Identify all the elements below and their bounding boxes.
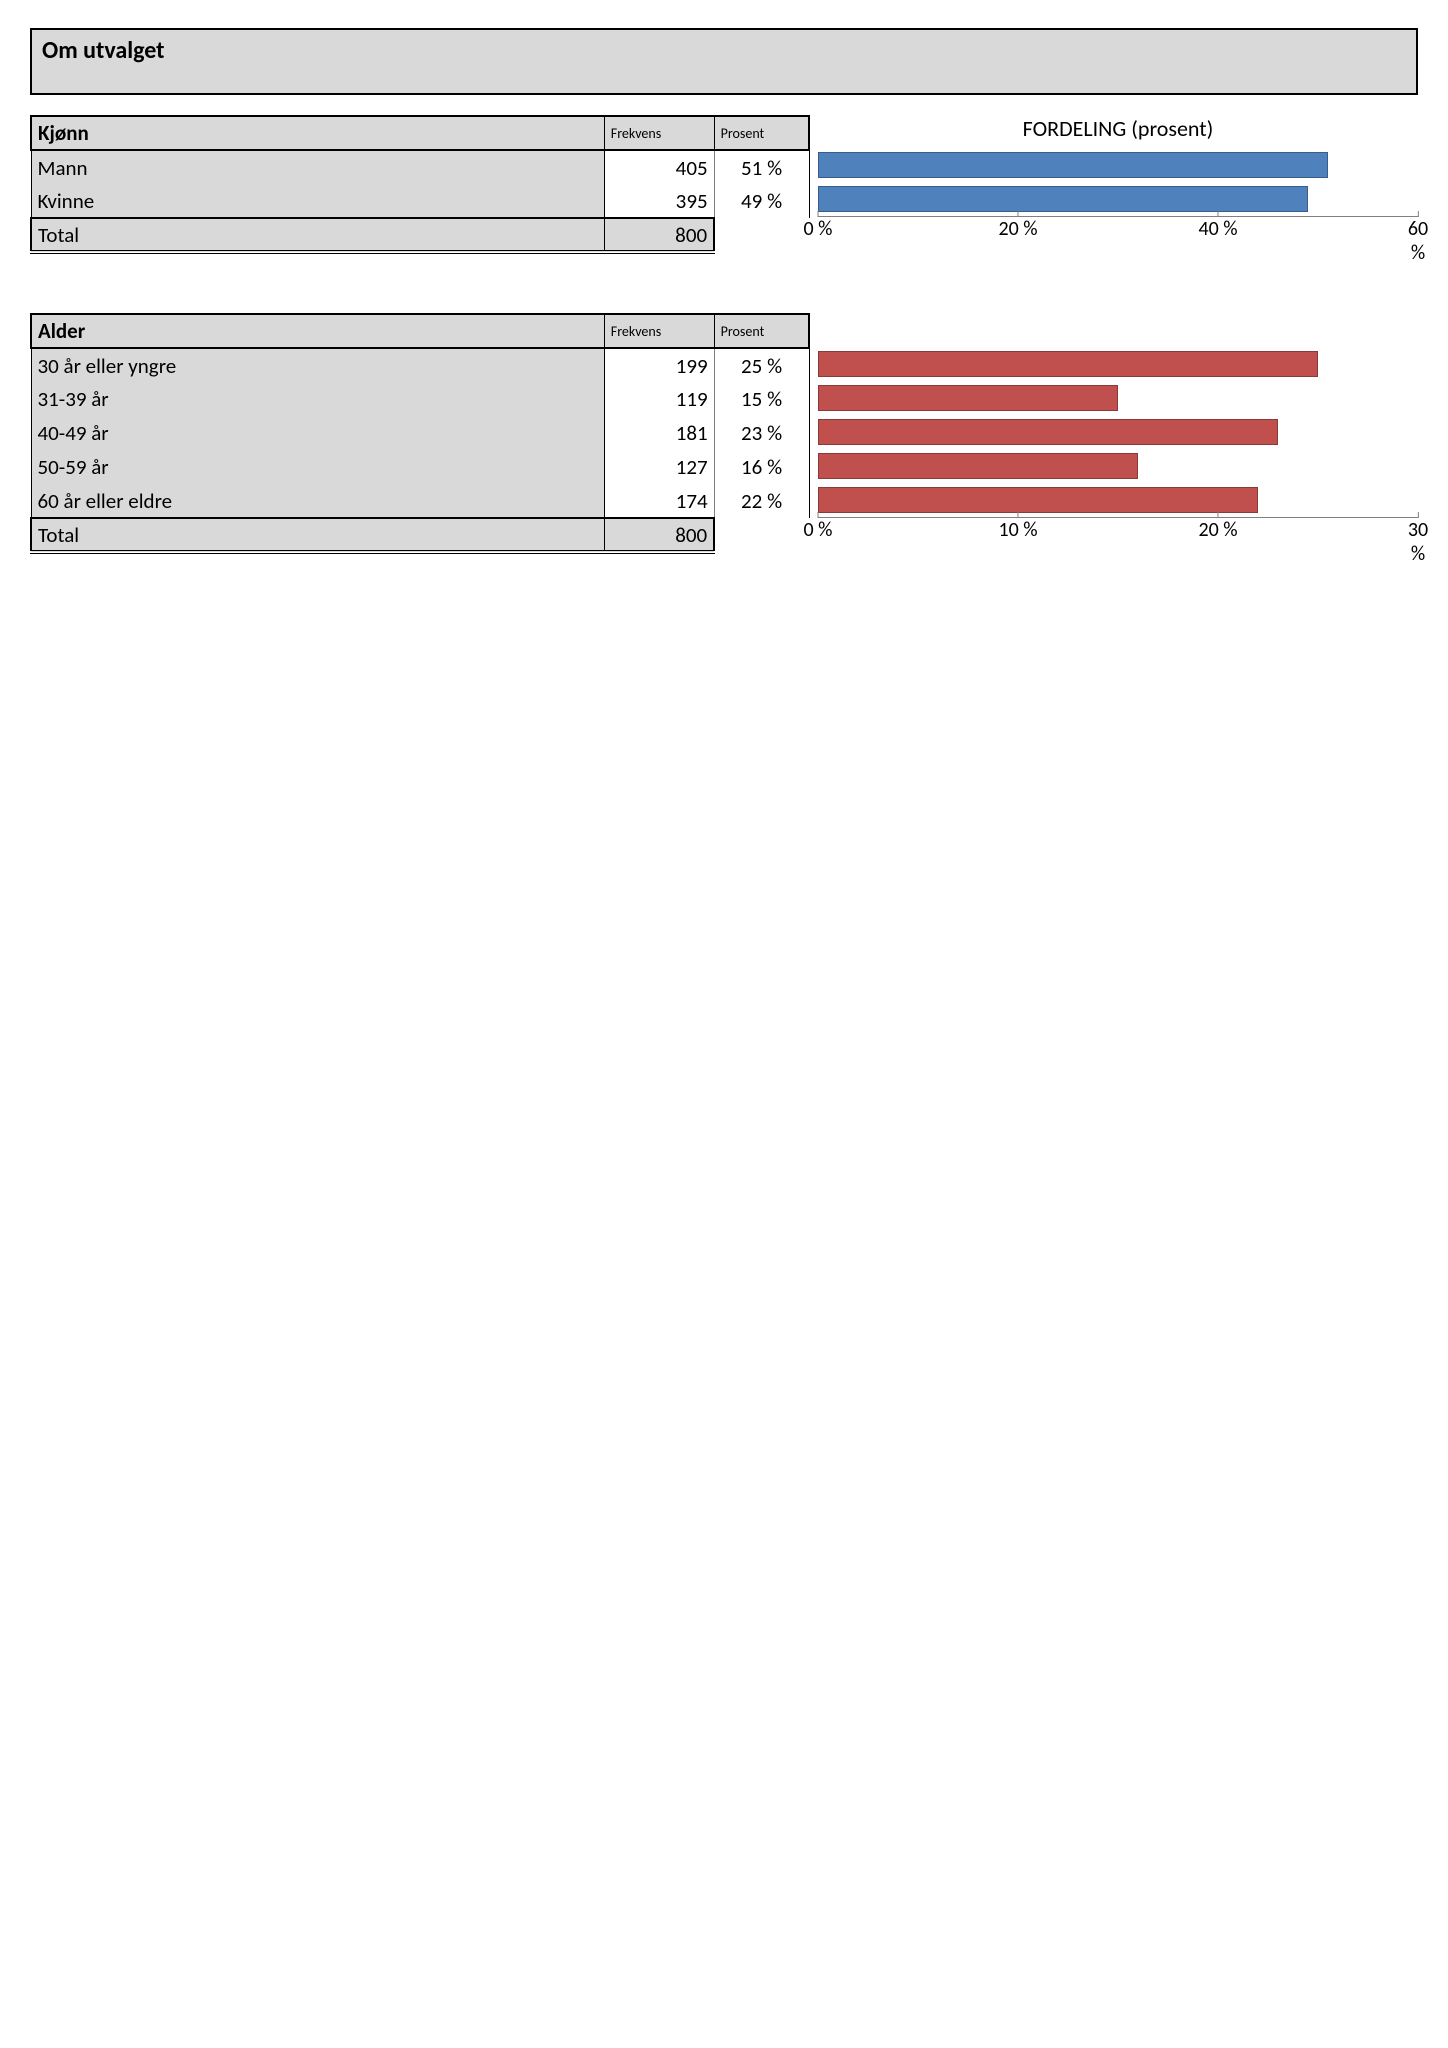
row-pct: 49 % [714, 184, 809, 218]
col-pct: Prosent [714, 116, 809, 150]
total-label: Total [31, 518, 604, 552]
row-freq: 119 [604, 382, 714, 416]
row-pct: 23 % [714, 416, 809, 450]
table-alder: Alder Frekvens Prosent 30 år eller yngre… [30, 313, 810, 554]
table-row: Kvinne 395 49 % [31, 184, 809, 218]
table-total-row: Total 800 [31, 218, 809, 252]
table-title: Kjønn [31, 116, 604, 150]
col-pct: Prosent [714, 314, 809, 348]
row-label: 30 år eller yngre [31, 348, 604, 382]
row-label: 60 år eller eldre [31, 484, 604, 518]
axis-tick: 10 % [998, 512, 1037, 542]
page-title: Om utvalget [30, 28, 1418, 95]
table-row: Mann 405 51 % [31, 150, 809, 184]
row-freq: 181 [604, 416, 714, 450]
table-row: 50-59 år 127 16 % [31, 450, 809, 484]
row-label: Kvinne [31, 184, 604, 218]
chart-bar [818, 449, 1418, 483]
row-freq: 199 [604, 348, 714, 382]
table-row: 60 år eller eldre 174 22 % [31, 484, 809, 518]
total-freq: 800 [604, 518, 714, 552]
row-pct: 51 % [714, 150, 809, 184]
axis-tick: 40 % [1198, 211, 1237, 241]
axis-tick: 20 % [1198, 512, 1237, 542]
table-title: Alder [31, 314, 604, 348]
chart-bar [818, 347, 1418, 381]
chart-bar [818, 415, 1418, 449]
table-row: 30 år eller yngre 199 25 % [31, 348, 809, 382]
chart-bar [818, 182, 1418, 216]
row-pct: 22 % [714, 484, 809, 518]
row-pct: 16 % [714, 450, 809, 484]
section-kjonn: Kjønn Frekvens Prosent Mann 405 51 % Kvi… [30, 115, 1418, 257]
row-freq: 174 [604, 484, 714, 518]
row-label: 50-59 år [31, 450, 604, 484]
total-freq: 800 [604, 218, 714, 252]
col-freq: Frekvens [604, 116, 714, 150]
chart-bar [818, 381, 1418, 415]
axis-tick: 30 % [1408, 512, 1428, 566]
axis-tick: 0 % [804, 211, 833, 241]
axis-tick: 20 % [998, 211, 1037, 241]
axis-tick: 60 % [1408, 211, 1428, 265]
chart-bar [818, 483, 1418, 517]
table-row: 31-39 år 119 15 % [31, 382, 809, 416]
row-label: 31-39 år [31, 382, 604, 416]
table-total-row: Total 800 [31, 518, 809, 552]
chart-kjonn: FORDELING (prosent) 0 %20 %40 %60 % [810, 115, 1418, 257]
section-alder: Alder Frekvens Prosent 30 år eller yngre… [30, 313, 1418, 558]
chart-bar [818, 148, 1418, 182]
table-kjonn: Kjønn Frekvens Prosent Mann 405 51 % Kvi… [30, 115, 810, 254]
row-label: Mann [31, 150, 604, 184]
total-label: Total [31, 218, 604, 252]
table-row: 40-49 år 181 23 % [31, 416, 809, 450]
row-freq: 127 [604, 450, 714, 484]
row-pct: 25 % [714, 348, 809, 382]
axis-tick: 0 % [804, 512, 833, 542]
row-freq: 405 [604, 150, 714, 184]
chart-alder: 0 %10 %20 %30 % [810, 313, 1418, 558]
row-pct: 15 % [714, 382, 809, 416]
row-label: 40-49 år [31, 416, 604, 450]
chart-title: FORDELING (prosent) [818, 115, 1418, 142]
col-freq: Frekvens [604, 314, 714, 348]
row-freq: 395 [604, 184, 714, 218]
